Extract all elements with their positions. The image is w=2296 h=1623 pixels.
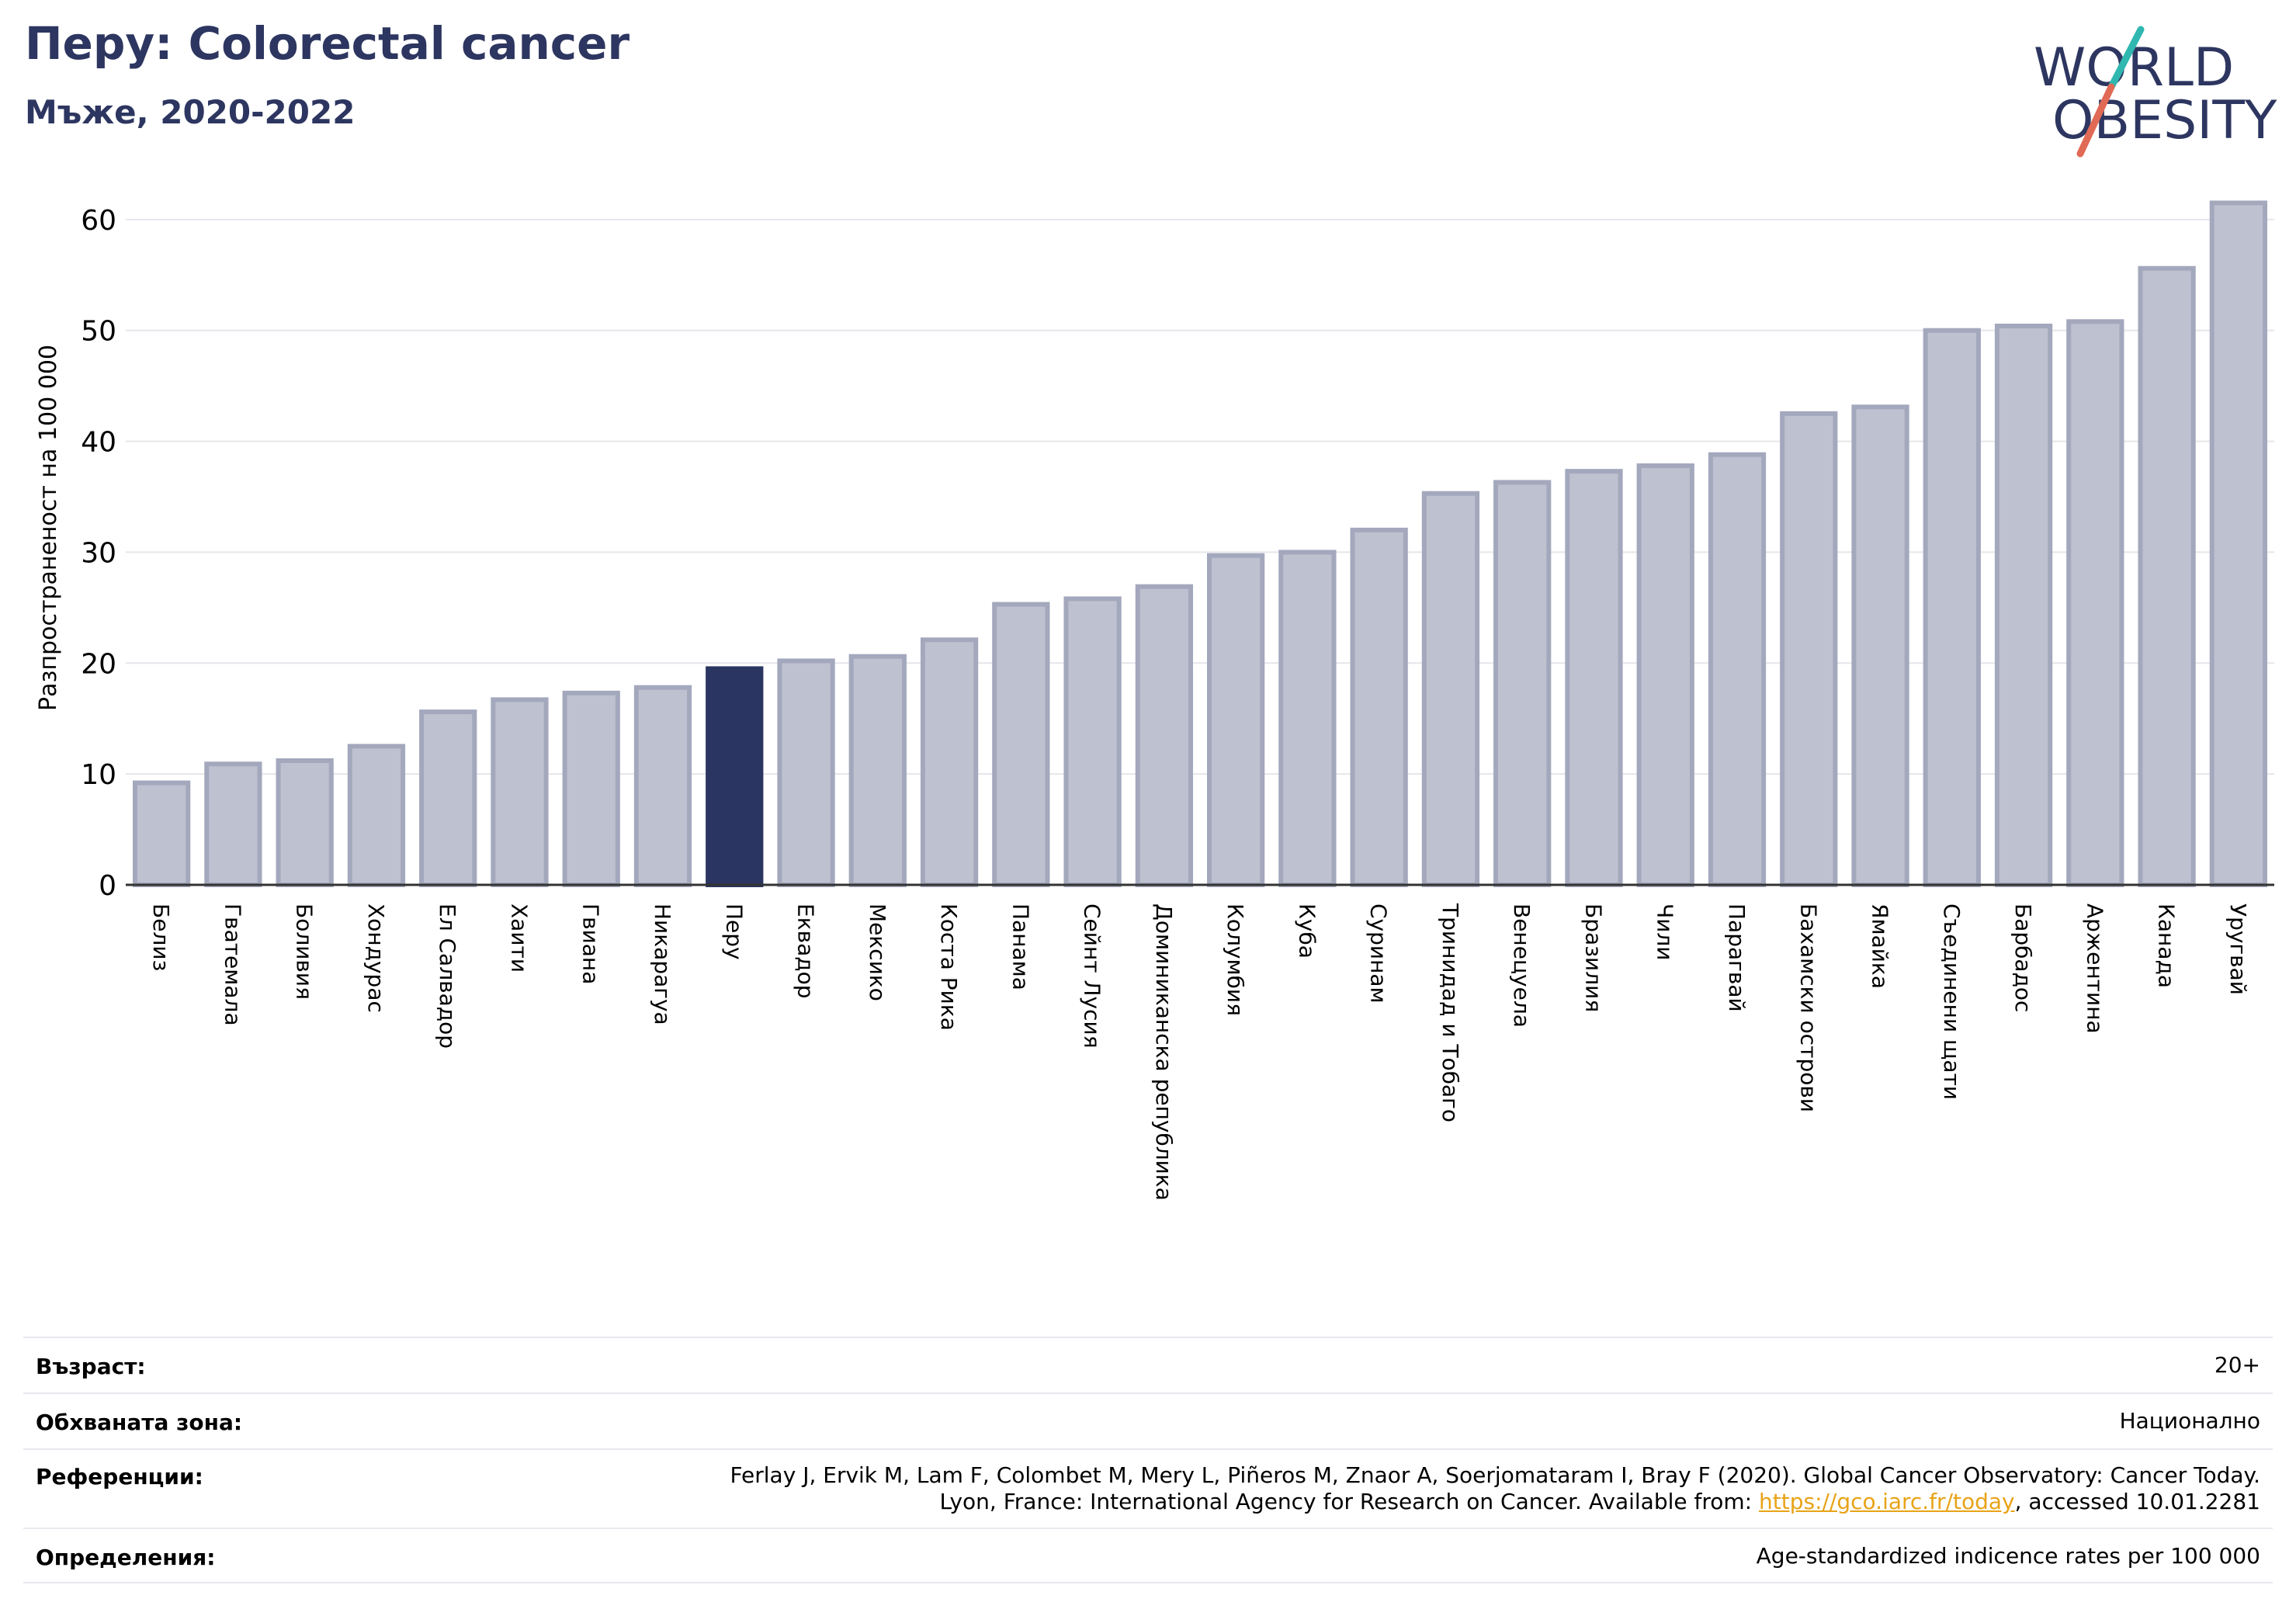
bar — [848, 654, 907, 887]
y-tick-label: 20 — [81, 648, 116, 680]
bar — [1708, 452, 1767, 887]
info-label-coverage: Обхваната зона: — [36, 1410, 243, 1435]
info-row-coverage: Обхваната зона: Национално — [23, 1392, 2273, 1448]
bar — [1994, 324, 2053, 887]
info-table: Възраст: 20+ Обхваната зона: Национално … — [23, 1337, 2273, 1583]
bar — [347, 744, 406, 888]
x-tick-label: Хондурас — [363, 903, 389, 1013]
x-tick-label: Доминиканска република — [1151, 903, 1177, 1201]
reference-line-1: Ferlay J, Ervik M, Lam F, Colombet M, Me… — [730, 1462, 2260, 1488]
info-value-coverage: Национално — [2119, 1408, 2260, 1434]
bar — [491, 697, 549, 888]
bar — [1923, 328, 1981, 887]
bar — [706, 666, 764, 888]
x-tick-label: Колумбия — [1223, 903, 1248, 1016]
bar — [2066, 319, 2124, 887]
x-tick-label: Гватемала — [220, 903, 245, 1026]
x-tick-label: Аржентина — [2082, 903, 2107, 1034]
bar — [1206, 553, 1265, 887]
bar — [1636, 463, 1694, 887]
chart-subtitle: Мъже, 2020-2022 — [25, 93, 355, 131]
y-tick-label: 50 — [81, 316, 116, 348]
x-tick-label: Ел Салвадор — [435, 903, 460, 1049]
bar — [1421, 491, 1480, 887]
x-tick-label: Куба — [1294, 903, 1320, 959]
x-tick-label: Гвиана — [578, 903, 604, 984]
x-tick-label: Никарагуа — [650, 903, 675, 1025]
x-tick-label: Перу — [721, 903, 747, 960]
y-tick-label: 10 — [81, 759, 116, 791]
bar — [920, 637, 979, 887]
x-tick-label: Боливия — [292, 903, 317, 1000]
x-tick-label: Коста Рика — [936, 903, 962, 1031]
bar — [276, 758, 334, 887]
info-row-definitions: Определения: Age-standardized indicence … — [23, 1528, 2273, 1583]
y-tick-label: 60 — [81, 205, 116, 237]
reference-link[interactable]: https://gco.iarc.fr/today — [1759, 1489, 2015, 1514]
x-tick-label: Суринам — [1366, 903, 1392, 1004]
chart-title: Перу: Colorectal cancer — [25, 17, 630, 70]
x-tick-label: Сейнт Лусия — [1080, 903, 1105, 1049]
x-tick-label: Бахамски острови — [1795, 903, 1821, 1112]
x-tick-label: Барбадос — [2010, 903, 2036, 1012]
x-tick-label: Еквадор — [793, 903, 819, 999]
y-tick-label: 0 — [99, 870, 116, 902]
info-row-references: Референции: Ferlay J, Ervik M, Lam F, Co… — [23, 1448, 2273, 1528]
bar — [1493, 480, 1552, 887]
bar — [1565, 469, 1623, 887]
x-tick-label: Канада — [2154, 903, 2180, 988]
bar — [777, 658, 835, 888]
bar — [1278, 550, 1337, 888]
info-row-age: Възраст: 20+ — [23, 1337, 2273, 1392]
x-tick-label: Мексико — [865, 903, 890, 1001]
x-tick-label: Панама — [1008, 903, 1033, 990]
bar — [132, 780, 191, 887]
bar — [992, 602, 1050, 887]
bar — [1135, 584, 1194, 887]
bar — [562, 690, 620, 887]
bar-chart: 0 10 20 30 40 50 60 Разпространеност на 100 000… — [35, 200, 2274, 1201]
world-obesity-logo: WORLD OBESITY — [2034, 26, 2277, 158]
x-tick-label: Хаити — [506, 903, 532, 973]
info-value-definitions: Age-standardized indicence rates per 100… — [1756, 1543, 2260, 1569]
bar — [633, 685, 692, 888]
y-tick-label: 40 — [81, 427, 116, 459]
x-tick-label: Парагвай — [1724, 903, 1750, 1012]
x-tick-label: Съединени щати — [1939, 903, 1965, 1100]
info-label-references: Референции: — [36, 1464, 203, 1489]
bar — [1780, 411, 1838, 887]
info-label-definitions: Определения: — [36, 1545, 216, 1570]
info-value-age: 20+ — [2214, 1352, 2260, 1378]
bar — [1350, 527, 1408, 887]
bar — [2138, 265, 2196, 887]
logo-slash-red — [2076, 83, 2115, 158]
x-tick-label: Тринидад и Тобаго — [1438, 903, 1463, 1122]
info-value-references: Ferlay J, Ervik M, Lam F, Colombet M, Me… — [730, 1462, 2260, 1515]
x-tick-label: Чили — [1653, 903, 1678, 961]
bar — [2209, 200, 2268, 887]
bar — [419, 709, 477, 888]
x-tick-label: Бразилия — [1580, 903, 1606, 1012]
bar — [204, 761, 262, 887]
y-tick-label: 30 — [81, 537, 116, 569]
x-tick-label: Уругвай — [2225, 903, 2251, 995]
reference-line-2-pre: Lyon, France: International Agency for R… — [939, 1489, 1759, 1514]
x-tick-label: Ямайка — [1868, 903, 1893, 989]
info-label-age: Възраст: — [36, 1354, 146, 1379]
y-axis-label: Разпространеност на 100 000 — [35, 345, 62, 711]
x-tick-label: Белиз — [148, 903, 174, 971]
x-tick-label: Венецуела — [1509, 903, 1535, 1028]
logo-slash-teal — [2107, 26, 2145, 91]
reference-line-2-post: , accessed 10.01.2281 — [2014, 1489, 2260, 1514]
bar — [1063, 596, 1122, 888]
bar — [1851, 404, 1909, 887]
